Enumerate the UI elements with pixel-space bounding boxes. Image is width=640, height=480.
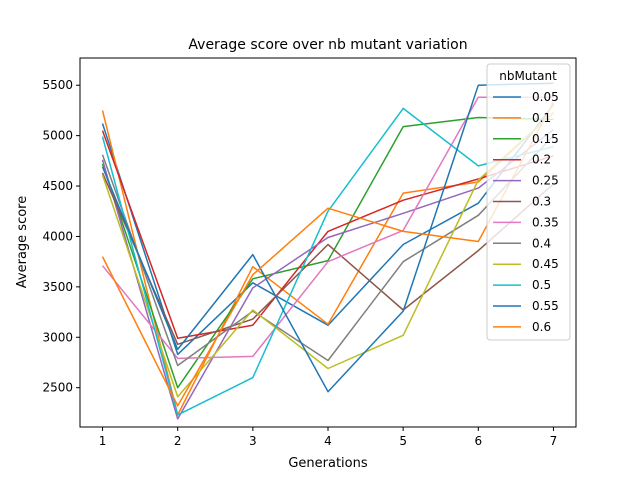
x-axis-label: Generations — [288, 456, 368, 471]
x-tick-label: 7 — [550, 434, 558, 448]
series-line-0.4 — [101, 135, 555, 367]
legend-label: 0.5 — [532, 278, 551, 292]
y-axis-ticks: 2500 3000 3500 4000 4500 5000 5500 — [42, 78, 80, 395]
series-line-0.55 — [101, 82, 554, 393]
series-line-0.2 — [101, 130, 554, 340]
x-tick-label: 1 — [99, 434, 107, 448]
legend-items: 0.05 0.1 0.15 0.2 0.25 0.3 0.35 0.4 0.45 0.5 0.55 0… — [493, 90, 559, 334]
legend-label: 0.25 — [532, 174, 559, 188]
y-tick-label: 5000 — [42, 129, 73, 143]
y-tick-label: 3000 — [42, 330, 73, 344]
y-tick-label: 4500 — [42, 179, 73, 193]
series-line-0.15 — [101, 116, 554, 389]
legend: nbMutant 0.05 0.1 0.15 0.2 0.25 0.3 0.35 0.4 0.4… — [486, 63, 571, 341]
x-tick-label: 5 — [399, 434, 407, 448]
x-tick-label: 3 — [249, 434, 257, 448]
chart-title: Average score over nb mutant variation — [188, 37, 467, 53]
legend-label: 0.35 — [532, 215, 559, 229]
legend-label: 0.3 — [532, 195, 551, 209]
series-line-0.45 — [101, 111, 555, 398]
legend-label: 0.15 — [532, 132, 559, 146]
series-line-0.6 — [101, 102, 555, 407]
series-line-0.3 — [101, 172, 554, 346]
y-tick-label: 5500 — [42, 78, 73, 92]
x-axis-ticks: 1 2 3 4 5 6 7 — [99, 427, 558, 448]
legend-label: 0.2 — [532, 153, 551, 167]
y-tick-label: 2500 — [42, 381, 73, 395]
x-tick-label: 6 — [474, 434, 482, 448]
legend-label: 0.1 — [532, 111, 551, 125]
legend-label: 0.45 — [532, 257, 559, 271]
legend-frame — [486, 63, 571, 341]
x-tick-label: 2 — [174, 434, 182, 448]
y-tick-label: 4000 — [42, 229, 73, 243]
series-line-0.05 — [101, 103, 555, 356]
series-line-0.25 — [101, 129, 554, 420]
legend-label: 0.4 — [532, 236, 551, 250]
y-tick-label: 3500 — [42, 280, 73, 294]
y-axis-label: Average score — [15, 196, 30, 288]
legend-label: 0.55 — [532, 299, 559, 313]
plot-lines — [101, 82, 555, 420]
legend-label: 0.6 — [532, 320, 551, 334]
legend-title: nbMutant — [499, 69, 557, 83]
legend-label: 0.05 — [532, 90, 559, 104]
x-tick-label: 4 — [324, 434, 332, 448]
series-line-0.5 — [101, 107, 554, 416]
series-line-0.35 — [101, 96, 554, 360]
